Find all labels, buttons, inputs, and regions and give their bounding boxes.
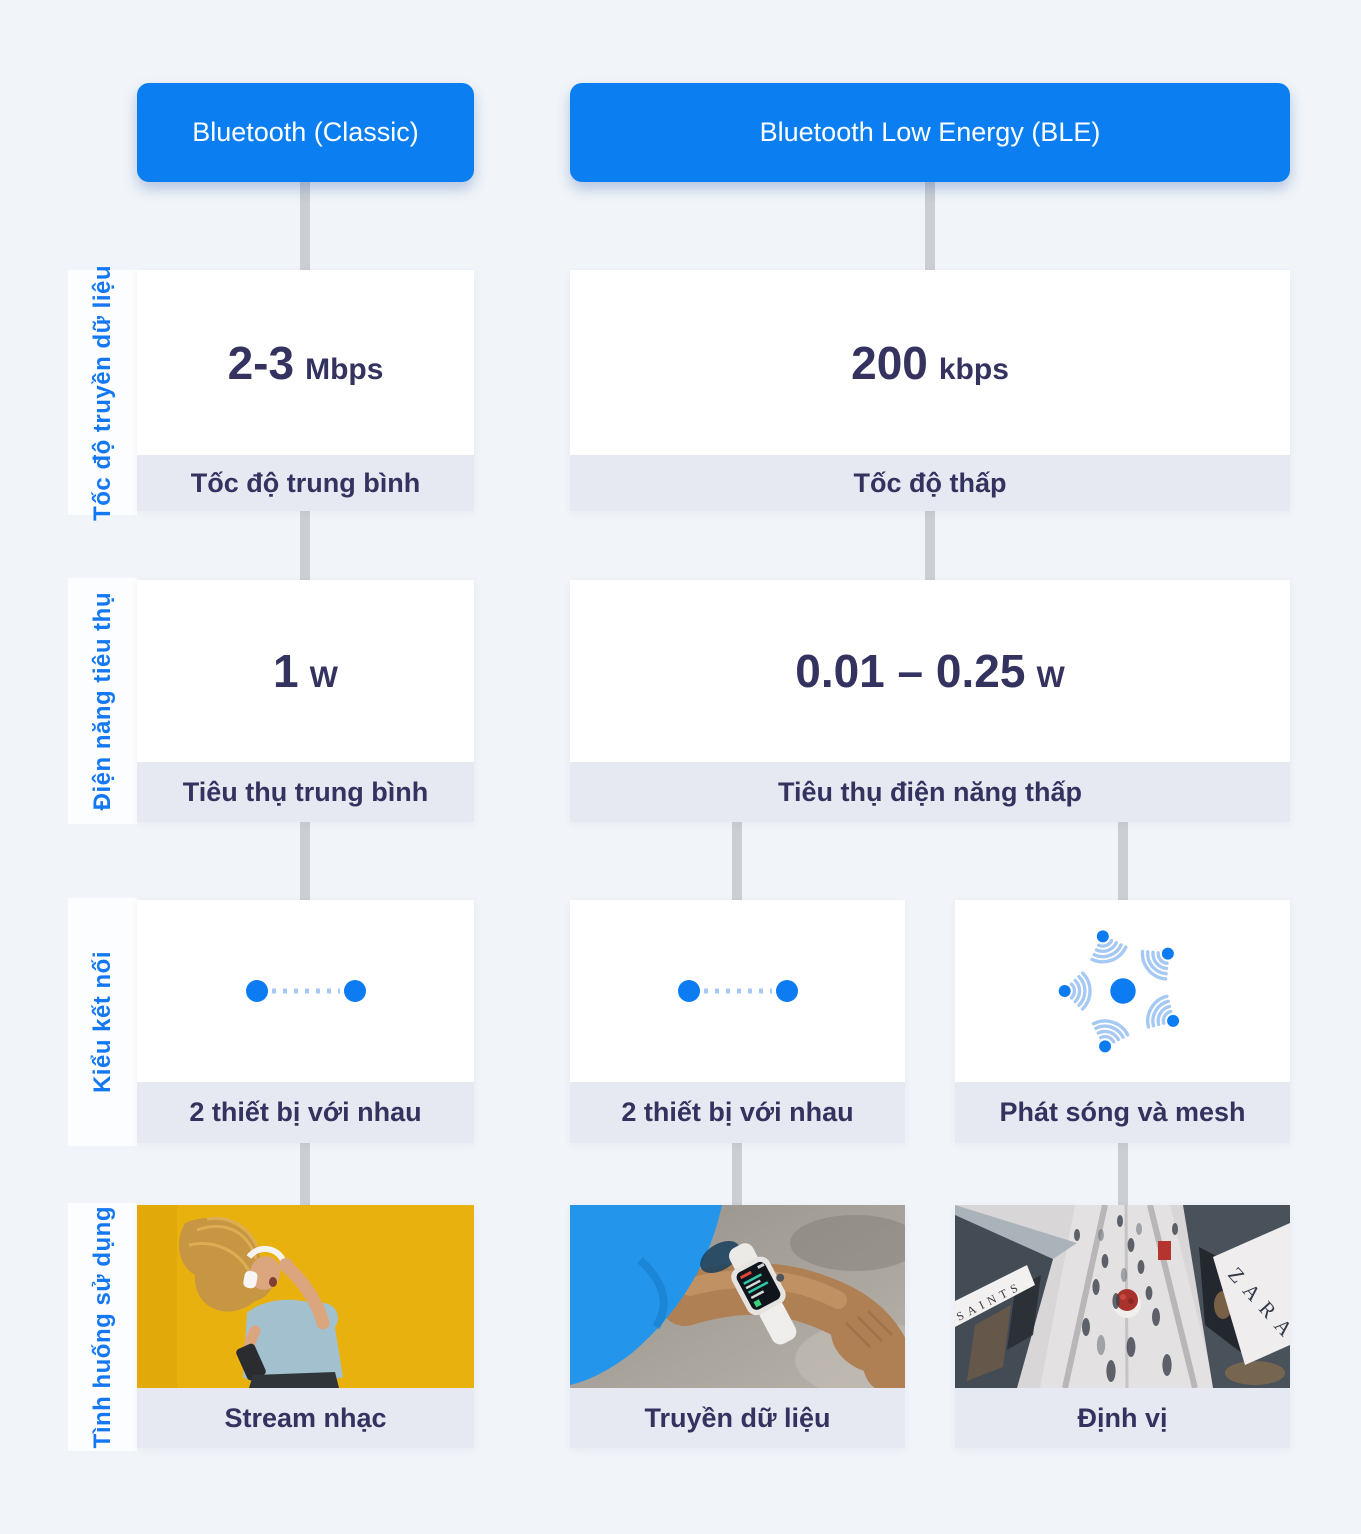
power-classic-unit: W [309,661,338,694]
connector-line [1118,1141,1128,1207]
mesh-signal-waves [1089,938,1127,964]
card-connection-ble-p2p: 2 thiết bị với nhau [570,900,905,1143]
smartwatch-on-wrist-photo [570,1205,905,1388]
card-power-classic: 1 W Tiêu thụ trung bình [137,580,474,822]
mesh-center-node [1109,978,1136,1004]
connection-classic-caption: 2 thiết bị với nhau [137,1082,474,1143]
card-usecase-ble-location-body: SAINTS ZARA [955,1205,1290,1388]
connector-line [1118,820,1128,902]
card-usecase-classic-body [137,1205,474,1388]
card-connection-ble-mesh: Phát sóng và mesh [955,900,1290,1143]
row-label-connection: Kiểu kết nối [68,898,137,1146]
usecase-ble-location-caption: Định vị [955,1388,1290,1448]
two-device-link-icon [677,980,798,1002]
mesh-signal-waves [1140,949,1169,981]
shopping-mall-photo: SAINTS ZARA [955,1205,1290,1388]
broadcast-mesh-icon [1058,930,1179,1053]
card-usecase-ble-data: Truyền dữ liệu [570,1205,905,1448]
row-label-power-text: Điện năng tiêu thụ [88,591,116,811]
connection-ble-p2p-caption: 2 thiết bị với nhau [570,1082,905,1143]
card-usecase-classic: Stream nhạc [137,1205,474,1448]
speed-classic-unit: Mbps [305,352,384,386]
card-connection-classic: 2 thiết bị với nhau [137,900,474,1143]
speed-ble-number: 200 [851,336,928,389]
connector-line [925,508,935,582]
connector-line [300,508,310,582]
mesh-signal-waves [1091,1019,1129,1044]
card-usecase-ble-location: SAINTS ZARA [955,1205,1290,1448]
speed-ble-value: 200 kbps [851,336,1009,390]
row-label-power: Điện năng tiêu thụ [68,578,137,824]
row-label-speed: Tốc độ truyền dữ liệu [68,265,137,520]
power-classic-value: 1 W [273,644,338,698]
card-speed-ble-body: 200 kbps [570,270,1290,455]
row-label-connection-text: Kiểu kết nối [88,950,116,1094]
power-ble-value: 0.01 – 0.25 W [795,644,1065,698]
card-connection-ble-mesh-body [955,900,1290,1082]
speed-classic-value: 2-3 Mbps [228,336,384,390]
card-connection-classic-body [137,900,474,1082]
row-label-speed-text: Tốc độ truyền dữ liệu [88,264,116,521]
row-label-usecase: Tình huống sử dụng [68,1203,137,1451]
woman-listening-music-photo [137,1205,474,1388]
smartwatch [729,1243,797,1345]
mesh-signal-waves [1069,971,1092,1011]
two-device-link-icon [245,980,366,1002]
connector-line [300,180,310,272]
connector-line [300,820,310,902]
bluetooth-classic-header-button[interactable]: Bluetooth (Classic) [137,83,474,182]
speed-ble-caption: Tốc độ thấp [570,455,1290,511]
mall-people-silhouettes [1074,1215,1178,1382]
usecase-classic-caption: Stream nhạc [137,1388,474,1448]
card-speed-ble: 200 kbps Tốc độ thấp [570,270,1290,511]
power-classic-number: 1 [273,645,299,697]
card-connection-ble-p2p-body [570,900,905,1082]
connector-line [732,820,742,902]
speed-classic-caption: Tốc độ trung bình [137,455,474,511]
usecase-ble-data-caption: Truyền dữ liệu [570,1388,905,1448]
card-speed-classic: 2-3 Mbps Tốc độ trung bình [137,270,474,511]
power-ble-caption: Tiêu thụ điện năng thấp [570,762,1290,822]
bluetooth-ble-header-button[interactable]: Bluetooth Low Energy (BLE) [570,83,1290,182]
connector-line [925,180,935,272]
mesh-signal-waves [1145,994,1172,1029]
card-power-ble-body: 0.01 – 0.25 W [570,580,1290,762]
card-power-ble: 0.01 – 0.25 W Tiêu thụ điện năng thấp [570,580,1290,822]
power-ble-number: 0.01 – 0.25 [795,645,1026,697]
connector-line [300,1141,310,1207]
connection-ble-mesh-caption: Phát sóng và mesh [955,1082,1290,1143]
power-ble-unit: W [1036,661,1065,694]
power-classic-caption: Tiêu thụ trung bình [137,762,474,822]
row-label-usecase-text: Tình huống sử dụng [88,1205,116,1449]
speed-classic-number: 2-3 [227,336,295,389]
card-power-classic-body: 1 W [137,580,474,762]
card-usecase-ble-data-body [570,1205,905,1388]
speed-ble-unit: kbps [938,352,1009,386]
connector-line [732,1141,742,1207]
card-speed-classic-body: 2-3 Mbps [137,270,474,455]
